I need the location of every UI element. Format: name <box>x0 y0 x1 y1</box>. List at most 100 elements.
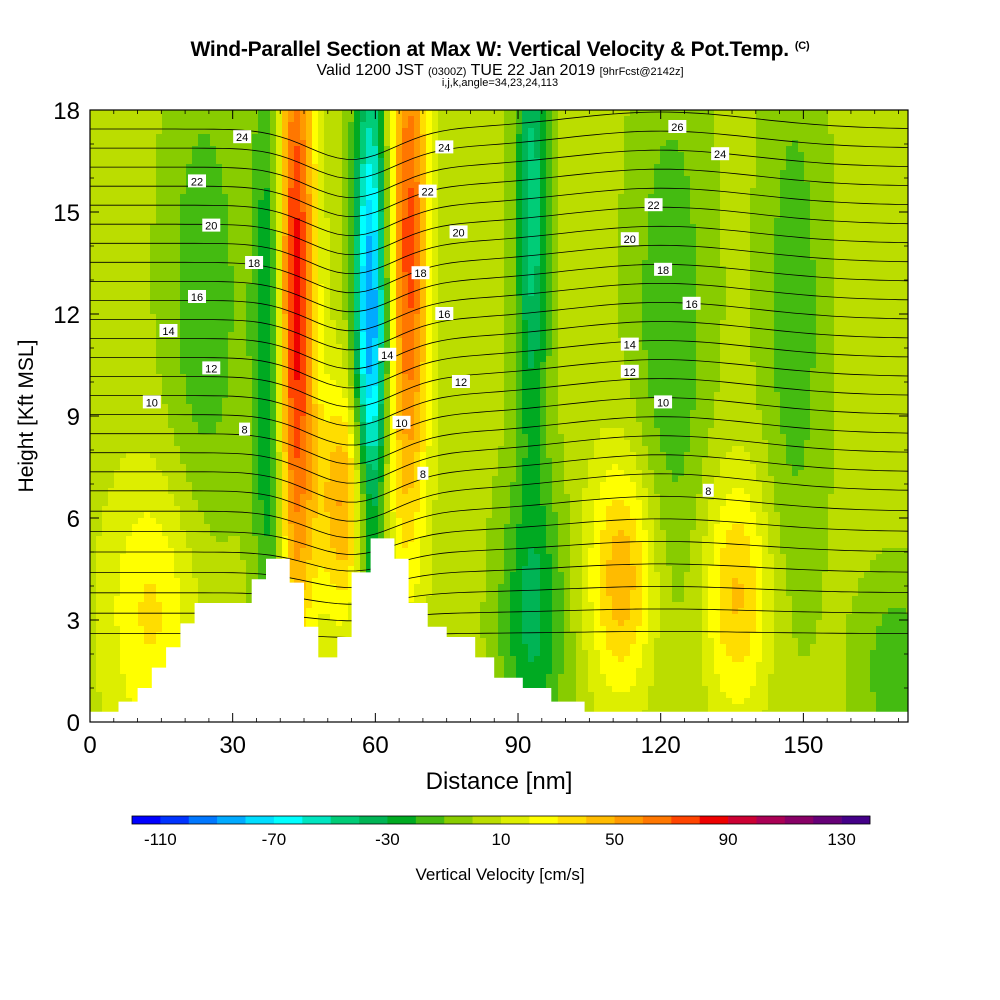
forecast-info: [9hrFcst@2142z] <box>599 66 684 78</box>
colorbar-swatch <box>529 816 559 824</box>
colorbar-swatch <box>586 816 615 824</box>
theta-label: 22 <box>644 198 663 212</box>
theta-label-text: 8 <box>242 425 248 437</box>
y-tick-label: 12 <box>53 302 80 329</box>
theta-contour <box>90 282 908 332</box>
colorbar-swatch <box>359 816 388 824</box>
colorbar-swatch <box>245 816 275 824</box>
theta-label-text: 10 <box>146 397 158 409</box>
theta-contour <box>90 340 908 389</box>
theta-label: 24 <box>711 147 730 161</box>
valid-time-line: Valid 1200 JST (0300Z) TUE 22 Jan 2019 [… <box>0 62 1000 80</box>
x-axis-label: Distance [nm] <box>426 768 573 795</box>
colorbar-swatch <box>756 816 786 824</box>
y-axis-label: Height [Kft MSL] <box>15 340 38 493</box>
theta-label: 16 <box>682 296 701 311</box>
theta-label: 20 <box>620 232 639 246</box>
colorbar-swatch <box>132 816 161 824</box>
theta-label-text: 20 <box>624 234 636 246</box>
theta-label: 18 <box>654 262 673 277</box>
colorbar-label: Vertical Velocity [cm/s] <box>415 865 584 884</box>
theta-label: 8 <box>702 483 714 498</box>
title-text: Wind-Parallel Section at Max W: Vertical… <box>190 38 790 61</box>
theta-label-text: 12 <box>205 363 217 375</box>
theta-label: 20 <box>202 218 221 233</box>
theta-contour <box>90 454 908 503</box>
theta-label: 24 <box>233 130 252 144</box>
theta-contour <box>90 541 908 572</box>
colorbar-swatch <box>728 816 757 824</box>
y-tick-label: 15 <box>53 200 80 227</box>
theta-label: 16 <box>435 307 454 321</box>
y-tick-label: 9 <box>67 404 80 431</box>
theta-contour <box>90 111 908 160</box>
colorbar-swatch <box>415 816 445 824</box>
colorbar-swatch <box>841 816 871 824</box>
colorbar-swatch <box>784 816 814 824</box>
theta-label-text: 24 <box>438 142 450 154</box>
theta-contour <box>90 187 908 236</box>
x-tick-label: 120 <box>641 732 681 759</box>
theta-contour <box>90 563 908 588</box>
theta-label: 16 <box>188 290 207 304</box>
theta-label: 26 <box>668 120 687 134</box>
theta-contour <box>90 321 908 370</box>
colorbar: -110 -70 -30 10 50 90 130 <box>131 815 871 849</box>
colorbar-swatch <box>160 816 190 824</box>
colorbar-swatch <box>472 816 502 824</box>
colorbar-swatch <box>302 816 331 824</box>
theta-contour <box>90 225 908 274</box>
theta-label-text: 22 <box>191 176 203 188</box>
theta-contour <box>90 378 908 427</box>
theta-label: 18 <box>245 256 264 270</box>
theta-label-text: 14 <box>162 326 174 338</box>
colorbar-tick-label: -110 <box>144 830 177 849</box>
colorbar-tick-label: -70 <box>262 830 287 849</box>
theta-label-text: 14 <box>624 340 636 352</box>
valid-time: Valid 1200 JST <box>316 62 424 79</box>
theta-contour <box>90 130 908 179</box>
colorbar-swatch <box>642 816 672 824</box>
theta-label: 14 <box>378 347 397 362</box>
theta-label: 12 <box>202 361 221 375</box>
theta-contour <box>90 585 908 605</box>
terrain <box>90 538 908 722</box>
theta-label: 24 <box>435 140 454 154</box>
theta-label: 22 <box>188 174 207 188</box>
colorbar-swatch <box>188 816 218 824</box>
chart-title: Wind-Parallel Section at Max W: Vertical… <box>0 38 1000 62</box>
colorbar-swatch <box>699 816 729 824</box>
theta-contour <box>90 168 908 217</box>
theta-contour <box>90 244 908 294</box>
colorbar-swatch <box>614 816 644 824</box>
theta-label-text: 12 <box>455 377 467 389</box>
theta-contour <box>90 359 908 408</box>
theta-contour <box>90 397 908 446</box>
theta-contour-labels: 24 22 20 18 16 14 12 10 8 24 22 20 18 16 14 12 10 8 26 24 22… <box>142 120 730 498</box>
theta-contour <box>90 495 908 539</box>
theta-label-text: 8 <box>705 486 711 498</box>
theta-label-text: 24 <box>714 149 726 161</box>
theta-label-text: 20 <box>205 221 217 233</box>
axes: 0 30 60 90 120 150 0 3 6 9 12 15 18 <box>53 98 908 759</box>
theta-label-text: 12 <box>624 367 636 379</box>
theta-contour <box>90 416 908 465</box>
theta-contour <box>90 206 908 255</box>
theta-label: 12 <box>620 364 639 379</box>
colorbar-frame <box>131 815 871 825</box>
theta-label: 12 <box>451 375 470 389</box>
colorbar-tick-label: -30 <box>375 830 400 849</box>
colorbar-swatch <box>273 816 303 824</box>
theta-label-text: 22 <box>422 187 434 199</box>
theta-label-text: 16 <box>685 299 697 311</box>
theta-label: 10 <box>142 395 161 409</box>
colorbar-swatch <box>330 816 360 824</box>
x-tick-label: 90 <box>505 732 532 759</box>
title-mark: (C) <box>794 40 810 52</box>
theta-label: 18 <box>411 266 430 280</box>
theta-label: 22 <box>418 184 437 199</box>
theta-label-text: 10 <box>657 397 669 409</box>
valid-date: TUE 22 Jan 2019 <box>470 62 596 79</box>
theta-contour <box>90 264 908 313</box>
